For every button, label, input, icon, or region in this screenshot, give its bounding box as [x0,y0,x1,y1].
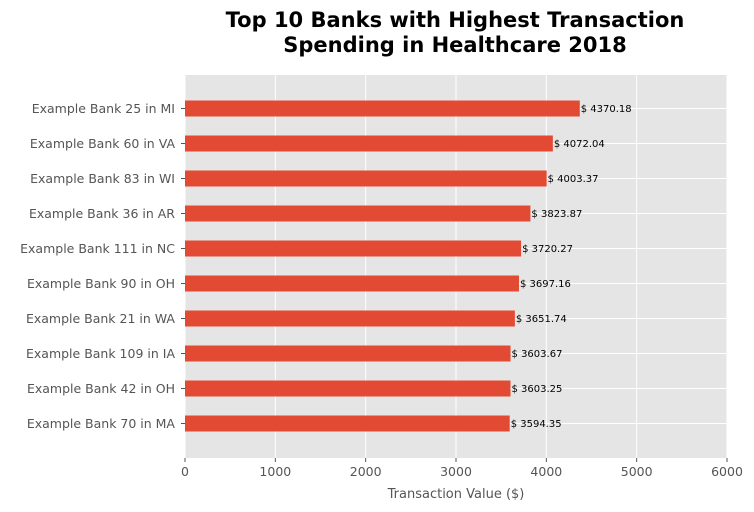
x-tick-label: 2000 [350,464,382,479]
x-tick-label: 6000 [711,464,743,479]
x-axis-title: Transaction Value ($) [387,487,525,502]
bar [185,240,522,257]
y-tick-label: Example Bank 42 in OH [27,381,175,396]
x-tick-label: 5000 [621,464,653,479]
bar [185,275,519,292]
data-label: $ 3823.87 [531,209,582,220]
data-label: $ 3603.25 [511,384,562,395]
data-label: $ 4370.18 [581,104,632,115]
y-tick-label: Example Bank 70 in MA [27,416,176,431]
y-tick-label: Example Bank 109 in IA [26,346,175,361]
bar [185,170,547,187]
x-tick-label: 1000 [259,464,291,479]
data-label: $ 3594.35 [511,419,562,430]
y-tick-label: Example Bank 36 in AR [29,206,175,221]
y-tick-label: Example Bank 21 in WA [26,311,175,326]
data-label: $ 3697.16 [520,279,571,290]
chart-title-line-2: Spending in Healthcare 2018 [283,33,627,57]
x-tick-label: 4000 [530,464,562,479]
data-label: $ 3720.27 [522,244,573,255]
data-label: $ 3651.74 [516,314,567,325]
data-label: $ 3603.67 [512,349,563,360]
y-tick-label: Example Bank 111 in NC [20,241,175,256]
y-tick-label: Example Bank 60 in VA [30,136,176,151]
chart-title: Top 10 Banks with Highest Transaction Sp… [130,8,754,58]
y-tick-label: Example Bank 25 in MI [32,101,175,116]
bar [185,310,515,327]
bar [185,345,511,362]
bar [185,205,531,222]
y-tick-label: Example Bank 83 in WI [30,171,175,186]
bar [185,380,511,397]
bar [185,100,580,117]
x-tick-label: 0 [181,464,189,479]
bar [185,135,553,152]
x-tick-label: 3000 [440,464,472,479]
data-label: $ 4072.04 [554,139,605,150]
data-label: $ 4003.37 [548,174,599,185]
bar [185,415,510,432]
chart-title-line-1: Top 10 Banks with Highest Transaction [225,8,685,32]
y-tick-label: Example Bank 90 in OH [27,276,175,291]
